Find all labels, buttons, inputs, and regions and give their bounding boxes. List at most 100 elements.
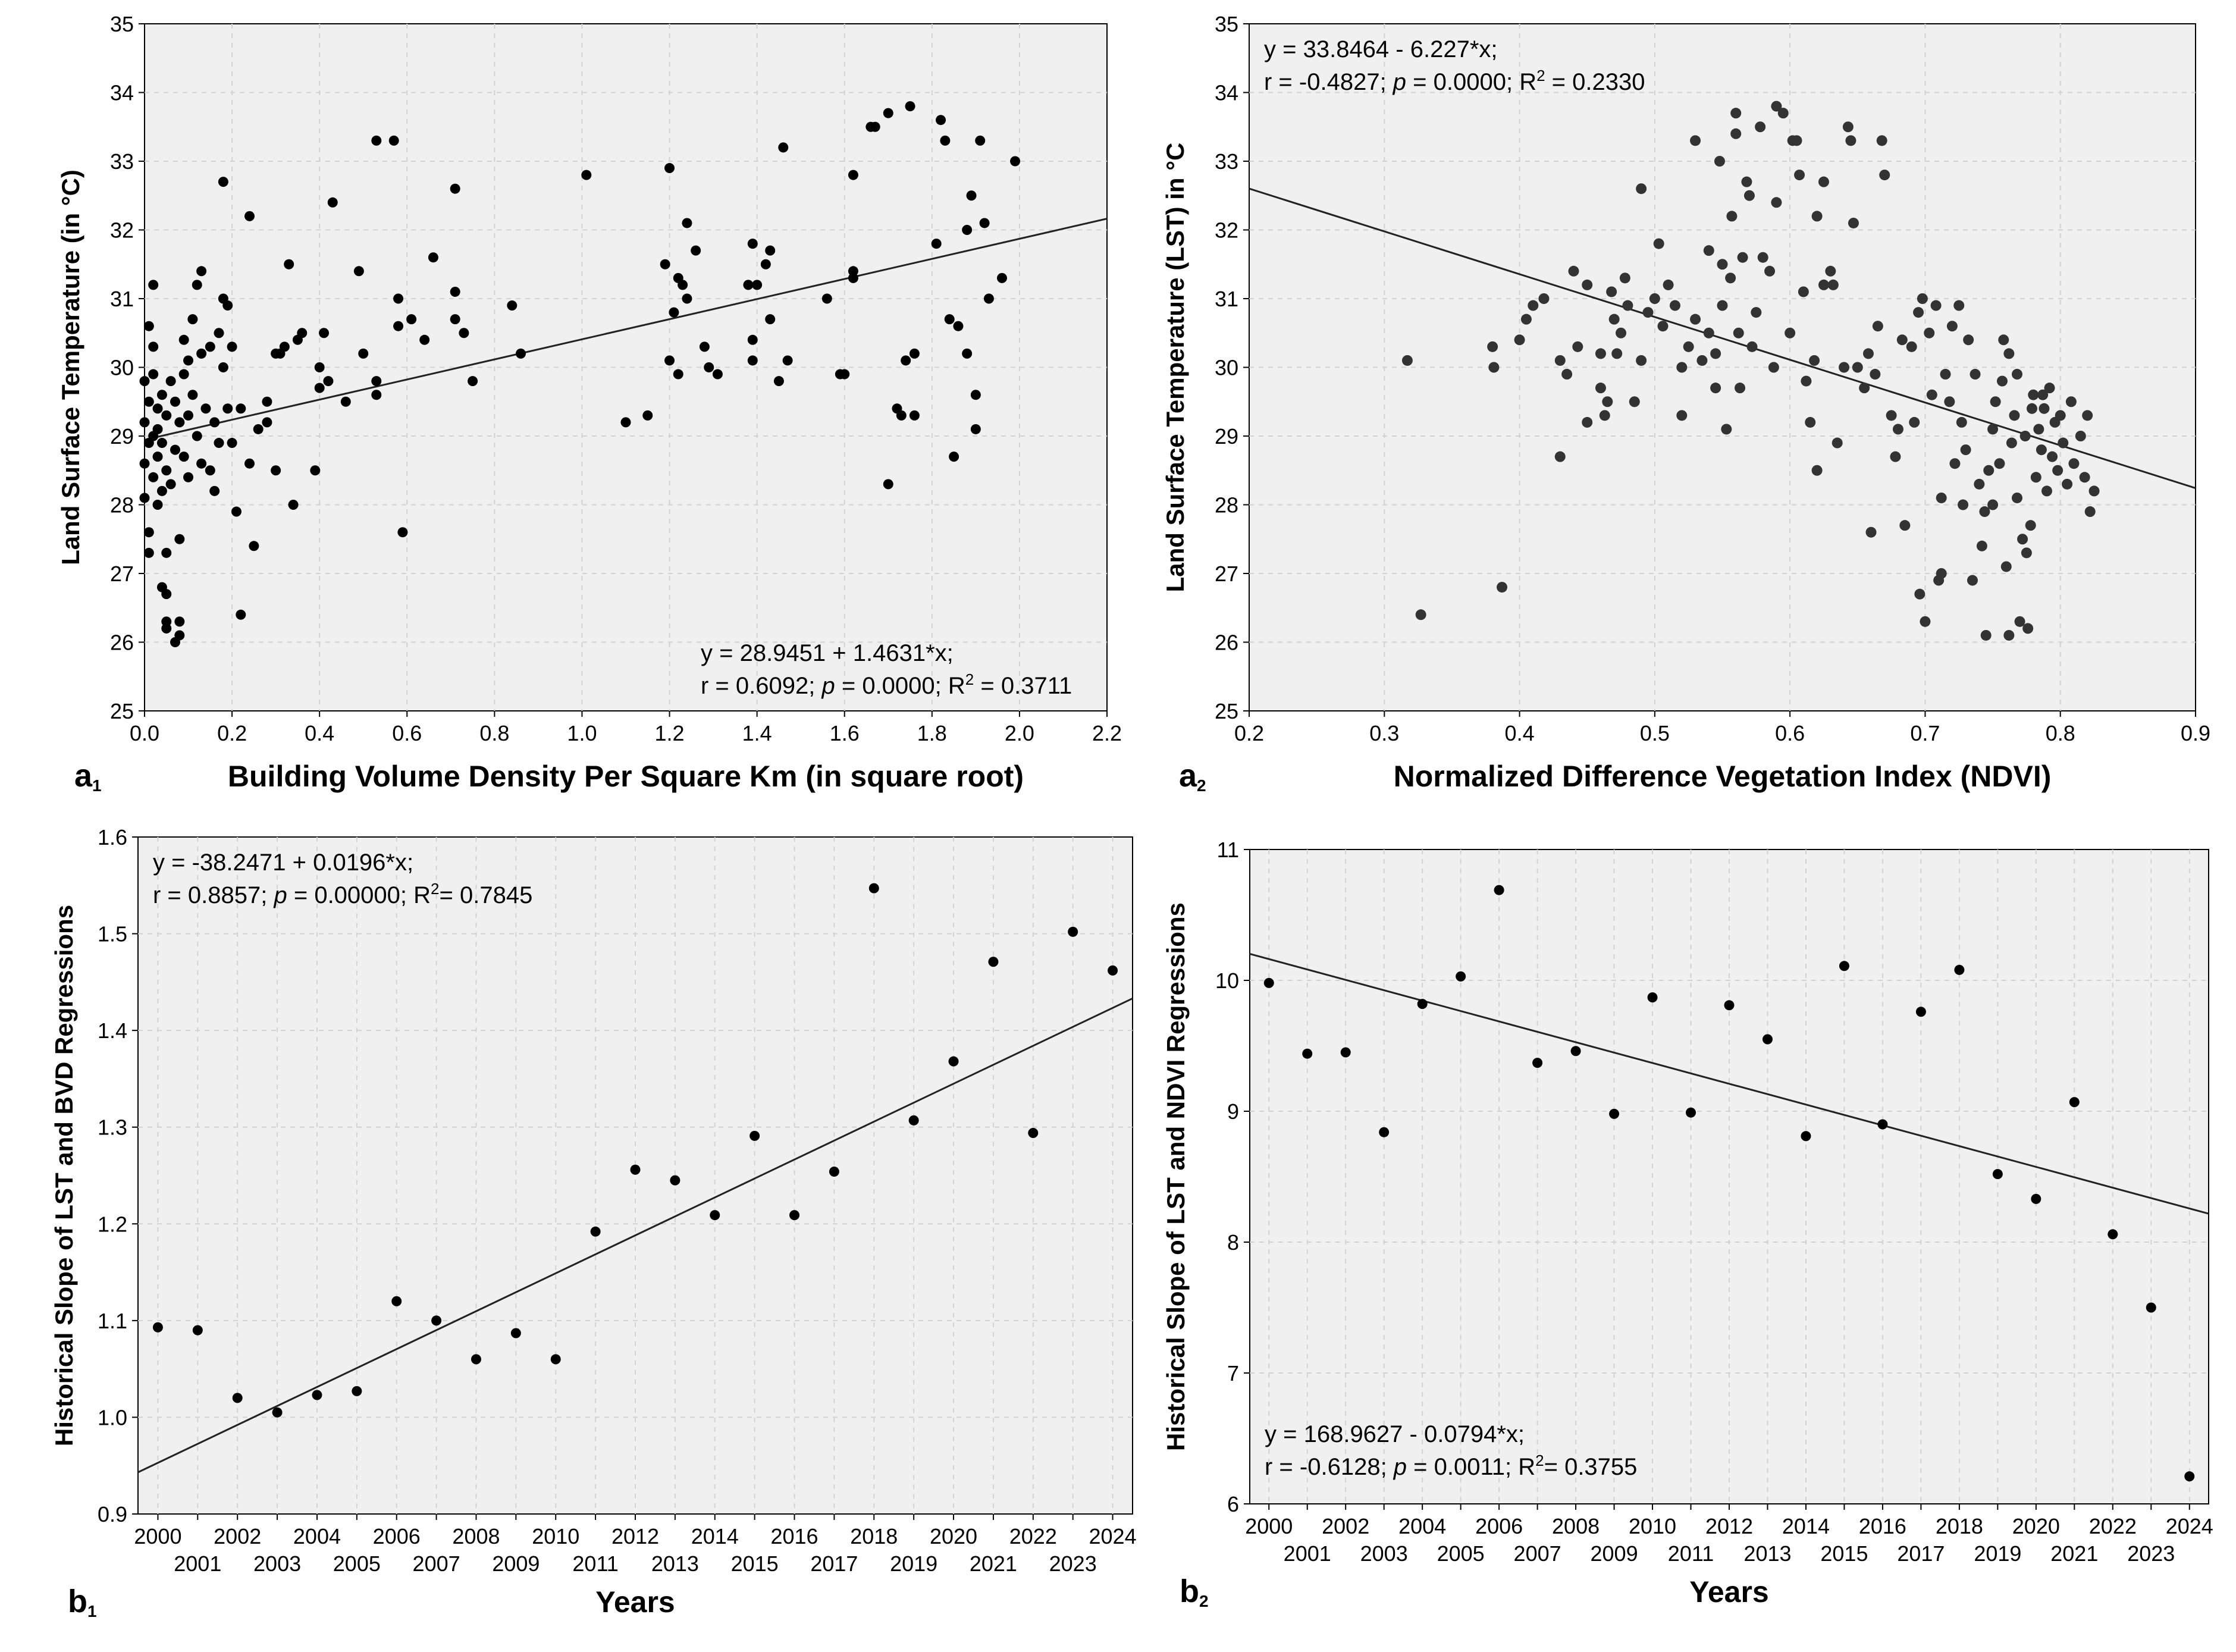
data-point bbox=[789, 1210, 800, 1221]
data-point bbox=[1538, 293, 1550, 304]
data-point bbox=[1642, 307, 1654, 318]
data-point bbox=[1606, 286, 1617, 297]
data-point bbox=[2031, 1193, 2041, 1204]
data-point bbox=[1842, 121, 1854, 133]
data-point bbox=[1653, 238, 1664, 249]
x-tick-label: 0.2 bbox=[1234, 721, 1264, 745]
data-point bbox=[236, 609, 246, 620]
x-tick-label: 1.0 bbox=[567, 721, 597, 745]
x-tick-label: 1.2 bbox=[655, 721, 685, 745]
data-point bbox=[1528, 300, 1539, 311]
y-tick-label: 26 bbox=[110, 631, 134, 655]
data-point bbox=[664, 163, 675, 174]
data-point bbox=[2058, 437, 2069, 449]
y-axis-title: Historical Slope of LST and BVD Regressi… bbox=[50, 905, 78, 1446]
equation-line-2: r = -0.4827; p = 0.0000; R2 = 0.2330 bbox=[1264, 67, 1645, 95]
data-point bbox=[1263, 977, 1274, 988]
data-point bbox=[778, 142, 789, 153]
x-axis-title: Normalized Difference Vegetation Index (… bbox=[1394, 760, 2052, 793]
data-point bbox=[829, 1166, 839, 1177]
x-tick-label: 2022 bbox=[2089, 1514, 2137, 1538]
data-point bbox=[2037, 389, 2049, 400]
data-point bbox=[1629, 396, 1640, 407]
data-point bbox=[174, 630, 185, 641]
x-tick-label: 2020 bbox=[930, 1524, 977, 1548]
y-tick-label: 35 bbox=[1215, 12, 1238, 36]
x-tick-label: 2005 bbox=[333, 1551, 381, 1576]
data-point bbox=[152, 424, 163, 434]
data-point bbox=[1554, 451, 1566, 462]
data-point bbox=[1302, 1048, 1313, 1059]
data-point bbox=[642, 410, 653, 421]
data-point bbox=[2088, 485, 2100, 497]
data-point bbox=[673, 369, 683, 380]
data-point bbox=[1926, 389, 1937, 400]
x-tick-label: 2002 bbox=[1322, 1514, 1369, 1538]
y-tick-label: 28 bbox=[110, 493, 134, 518]
x-tick-label: 2017 bbox=[810, 1551, 858, 1576]
data-point bbox=[187, 314, 198, 325]
data-point bbox=[1996, 375, 2008, 387]
data-point bbox=[988, 957, 999, 967]
y-tick-label: 1.4 bbox=[98, 1018, 127, 1043]
data-point bbox=[962, 348, 973, 359]
data-point bbox=[1582, 279, 1593, 290]
x-tick-label: 2017 bbox=[1897, 1541, 1945, 1566]
x-tick-label: 2021 bbox=[2050, 1541, 2098, 1566]
data-point bbox=[507, 300, 518, 311]
data-point bbox=[1028, 1127, 1039, 1138]
x-tick-label: 0.8 bbox=[2046, 721, 2075, 745]
y-tick-label: 1.0 bbox=[98, 1405, 127, 1430]
data-point bbox=[192, 1325, 203, 1336]
y-tick-label: 8 bbox=[1227, 1230, 1239, 1255]
data-point bbox=[371, 376, 382, 387]
data-point bbox=[2003, 348, 2015, 359]
data-point bbox=[388, 135, 399, 146]
data-point bbox=[743, 280, 754, 290]
data-point bbox=[209, 485, 220, 496]
data-point bbox=[244, 458, 255, 469]
data-point bbox=[940, 135, 951, 146]
x-tick-label: 2006 bbox=[373, 1524, 421, 1548]
data-point bbox=[909, 348, 920, 359]
y-tick-label: 25 bbox=[1215, 699, 1238, 723]
equation-line-1: y = -38.2471 + 0.0196*x; bbox=[153, 849, 413, 876]
data-point bbox=[2069, 1097, 2080, 1108]
x-tick-label: 2023 bbox=[1049, 1551, 1097, 1576]
data-point bbox=[2184, 1471, 2195, 1482]
data-point bbox=[284, 259, 294, 269]
data-point bbox=[2014, 616, 2025, 627]
data-point bbox=[152, 1322, 163, 1333]
data-point bbox=[1987, 499, 1999, 510]
regression-line bbox=[1250, 953, 2209, 1215]
data-point bbox=[200, 403, 211, 414]
x-tick-label: 2007 bbox=[413, 1551, 460, 1576]
data-point bbox=[143, 547, 154, 558]
data-point bbox=[1825, 265, 1836, 277]
data-point bbox=[1886, 410, 1897, 421]
data-point bbox=[183, 355, 194, 366]
data-point bbox=[1872, 321, 1883, 332]
data-point bbox=[839, 369, 850, 380]
data-point bbox=[1725, 272, 1736, 284]
data-point bbox=[1953, 300, 1965, 311]
x-tick-label: 2024 bbox=[2166, 1514, 2213, 1538]
data-point bbox=[2033, 424, 2044, 435]
data-point bbox=[848, 170, 858, 180]
data-point bbox=[2039, 403, 2050, 414]
data-point bbox=[931, 239, 942, 249]
data-point bbox=[1657, 321, 1669, 332]
data-point bbox=[2068, 458, 2080, 469]
data-point bbox=[2075, 431, 2086, 441]
data-point bbox=[1811, 465, 1823, 476]
data-point bbox=[1990, 396, 2001, 407]
data-point bbox=[2146, 1302, 2156, 1313]
data-point bbox=[272, 1407, 283, 1418]
data-point bbox=[2028, 389, 2039, 400]
data-point bbox=[1987, 424, 1999, 435]
data-point bbox=[2011, 369, 2022, 380]
data-point bbox=[1832, 437, 1843, 449]
x-axis-title: Years bbox=[595, 1585, 675, 1619]
data-point bbox=[319, 328, 330, 338]
data-point bbox=[868, 883, 879, 894]
